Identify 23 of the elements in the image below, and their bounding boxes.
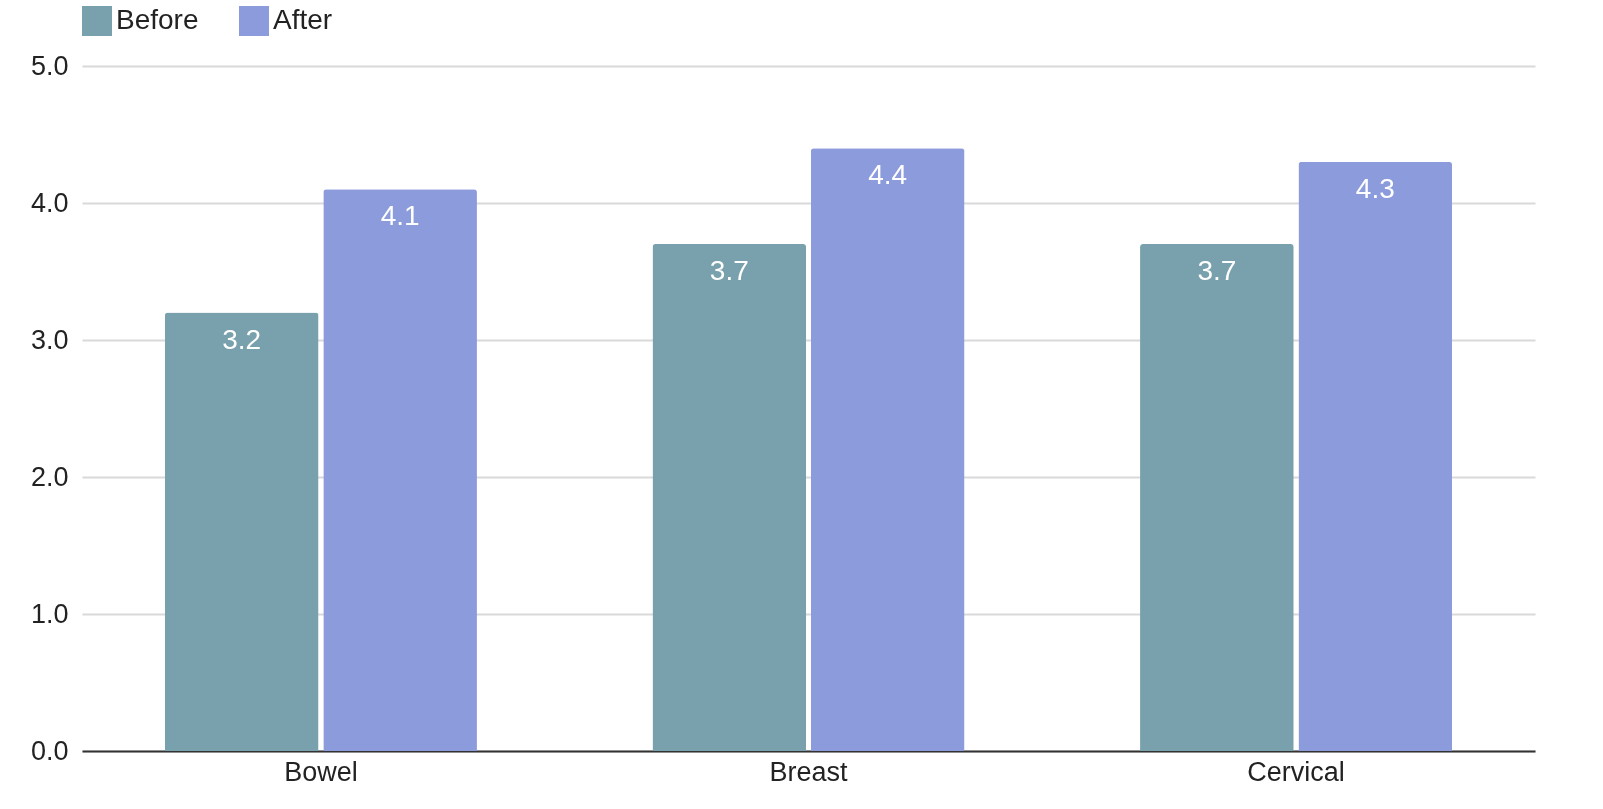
x-tick-label: Bowel [284, 756, 358, 787]
bar [1140, 244, 1294, 751]
bar [810, 148, 965, 751]
data-label: 4.3 [1355, 172, 1395, 204]
data-label: 4.4 [868, 159, 908, 191]
bar [164, 312, 319, 751]
x-tick-label: Breast [769, 756, 849, 787]
y-tick-label: 3.0 [30, 324, 69, 355]
bar [1298, 161, 1453, 751]
y-tick-label: 0.0 [30, 735, 69, 766]
data-label: 3.7 [1197, 255, 1237, 287]
data-label: 3.7 [709, 255, 749, 287]
x-tick-label: Cervical [1247, 756, 1345, 787]
data-label: 3.2 [222, 323, 262, 355]
data-label: 4.1 [380, 200, 420, 232]
y-tick-label: 5.0 [30, 50, 69, 81]
bar [323, 189, 477, 751]
y-tick-label: 2.0 [30, 461, 69, 492]
legend-label: After [273, 4, 333, 35]
y-tick-label: 1.0 [30, 598, 69, 629]
legend-label: Before [116, 4, 199, 35]
bar [652, 244, 807, 751]
y-tick-label: 4.0 [30, 187, 69, 218]
